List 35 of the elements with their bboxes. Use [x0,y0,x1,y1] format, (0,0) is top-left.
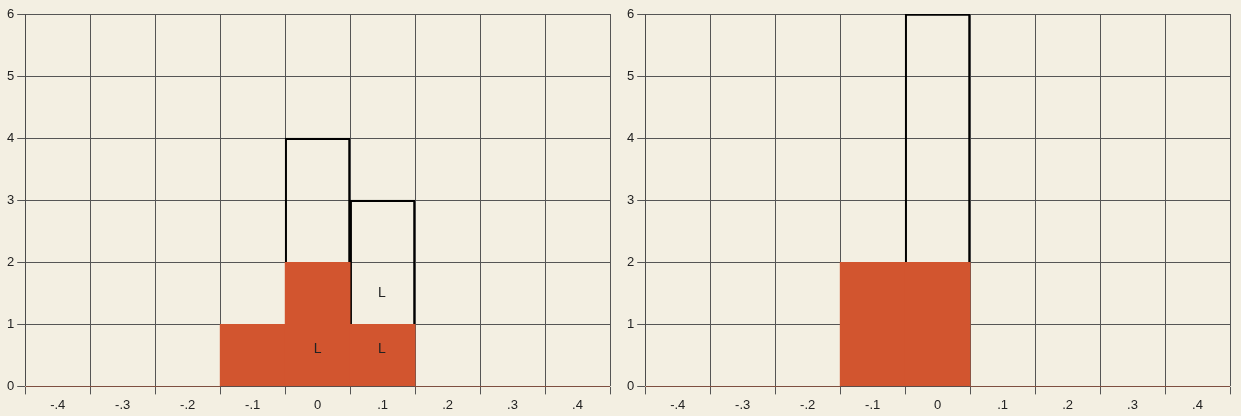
y-tick-label: 1 [7,315,15,331]
x-tick-label: -.1 [245,396,261,412]
y-tick-label: 6 [627,5,635,21]
x-tick-label: -.4 [670,396,686,412]
annotation: L [378,340,387,357]
x-tick-label: .4 [1192,396,1203,412]
y-tick-label: 2 [7,253,15,269]
annotation: L [313,340,322,357]
x-tick-label: -.1 [865,396,881,412]
x-tick-label: .4 [572,396,583,412]
x-tick-label: -.4 [50,396,66,412]
y-tick-label: 2 [627,253,635,269]
x-tick-label: -.2 [180,396,196,412]
x-tick-label: .2 [1062,396,1073,412]
y-tick-label: 0 [627,377,635,393]
y-tick-label: 4 [627,129,635,145]
x-tick-label: .3 [507,396,518,412]
x-tick-label: .1 [997,396,1009,412]
y-tick-label: 6 [7,5,15,21]
y-tick-label: 3 [7,191,15,207]
y-tick-label: 0 [7,377,15,393]
x-tick-label: .2 [442,396,453,412]
x-tick-label: .3 [1127,396,1138,412]
y-tick-label: 5 [7,67,15,83]
x-tick-label: 0 [314,396,322,412]
x-tick-label: -.2 [800,396,816,412]
x-tick-label: .1 [377,396,389,412]
x-tick-label: 0 [934,396,942,412]
y-tick-label: 3 [627,191,635,207]
y-tick-label: 1 [627,315,635,331]
x-tick-label: -.3 [735,396,751,412]
x-tick-label: -.3 [115,396,131,412]
y-tick-label: 4 [7,129,15,145]
annotation: L [378,284,387,301]
y-tick-label: 5 [627,67,635,83]
